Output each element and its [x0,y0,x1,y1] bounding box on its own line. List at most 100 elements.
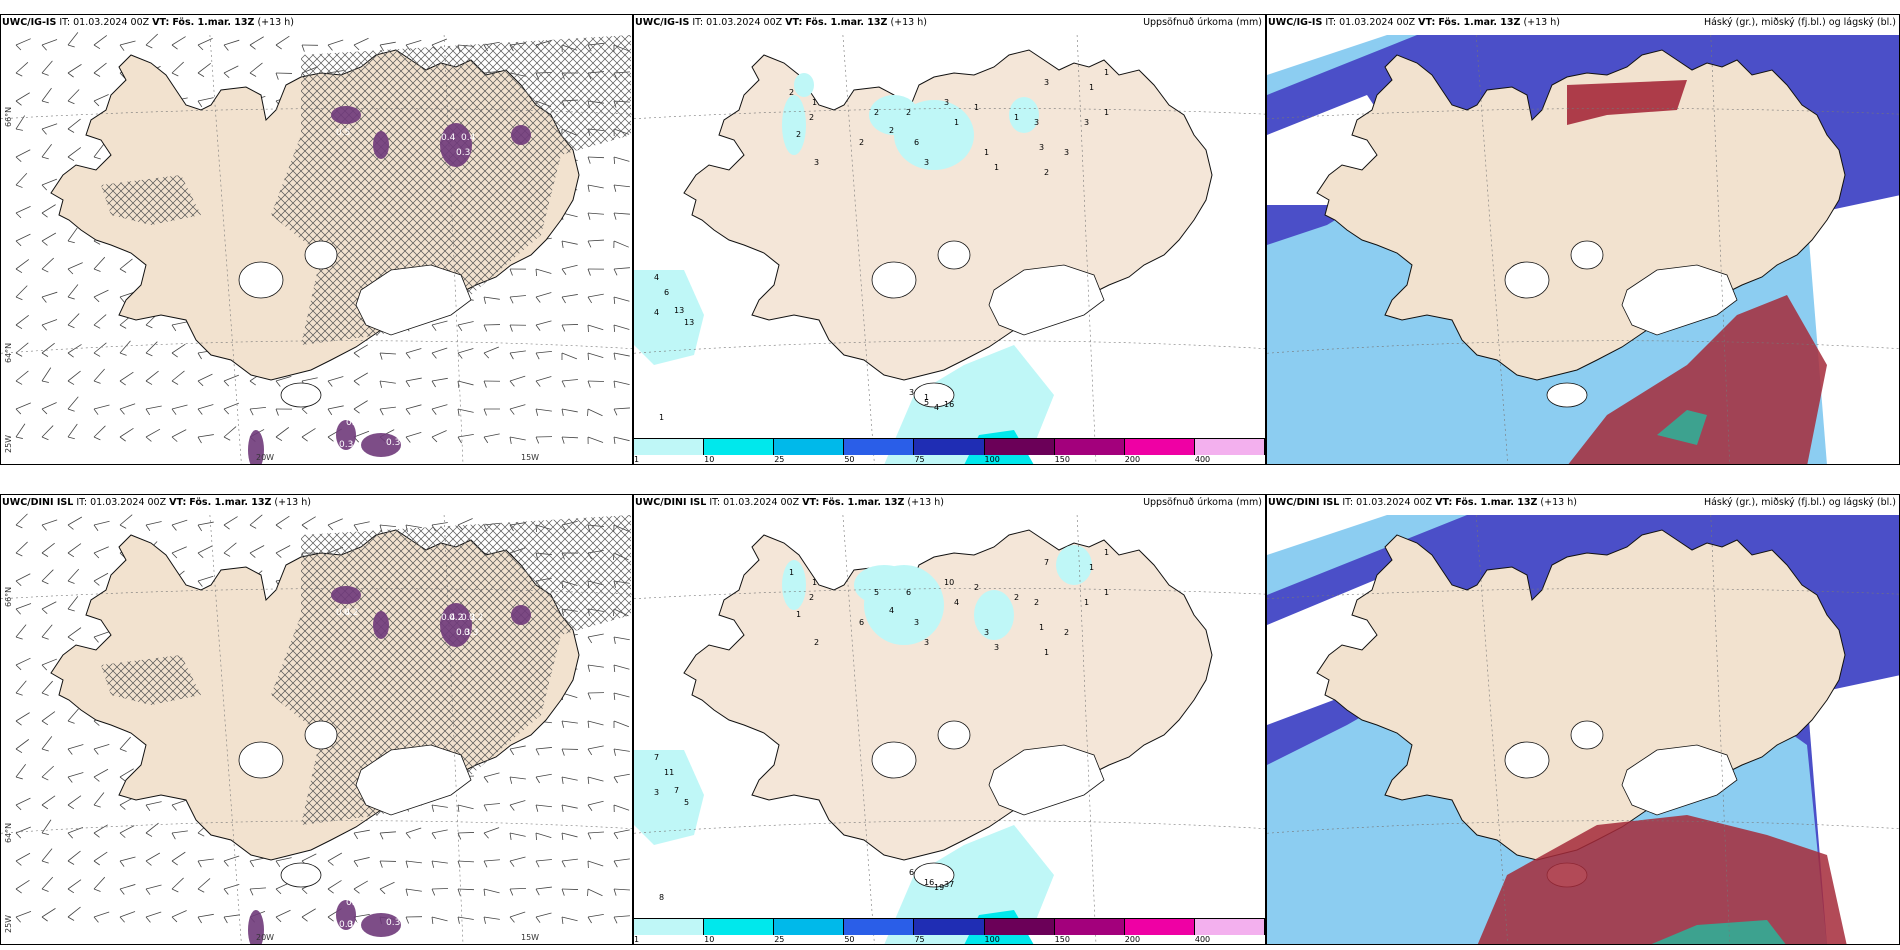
precip-value-label: 2 [814,638,819,647]
precip-value-label: 2 [1064,628,1069,637]
colorbar-segment [1194,439,1265,455]
colorbar-tick-label: 400 [1194,455,1211,464]
wind-value-label: 0.4 [346,898,361,908]
precip-value-label: 1 [1039,623,1044,632]
colorbar-segment [984,439,1055,455]
panel-dini-cloud: UWC/DINI ISL IT: 01.03.2024 00Z VT: Fös.… [1266,494,1900,945]
precip-value-label: 6 [909,868,914,877]
wind-value-label: 0.5 [336,128,350,138]
precip-value-label: 1 [812,98,817,107]
panel-title: UWC/DINI ISL IT: 01.03.2024 00Z VT: Fös.… [635,497,944,508]
wind-value-label: 0.3 [346,418,360,428]
lon-label-15w: 15W [521,933,540,942]
precip-value-label: 7 [1044,558,1049,567]
panel-dini-precip: UWC/DINI ISL IT: 01.03.2024 00Z VT: Fös.… [633,494,1266,945]
colorbar-tick-label: 75 [914,935,925,944]
precip-value-label: 13 [684,318,694,327]
precip-value-label: 3 [924,638,929,647]
precip-value-label: 2 [906,108,911,117]
panel-igis-precip: UWC/IG-IS IT: 01.03.2024 00Z VT: Fös. 1.… [633,14,1266,465]
precip-value-label: 4 [954,598,959,607]
precip-value-label: 1 [1089,83,1094,92]
lat-label-64: 64°N [4,342,13,363]
precip-value-label: 3 [924,158,929,167]
precip-value-label: 3 [814,158,819,167]
precip-value-label: 19 [934,883,944,892]
wind-value-label: 0.3 [386,918,400,928]
precip-value-label: 3 [984,628,989,637]
precip-value-label: 3 [909,388,914,397]
colorbar-segment [634,919,705,935]
precip-value-label: 6 [914,138,919,147]
wind-value-label: 0.4 [461,133,476,143]
colorbar-segment [1124,439,1195,455]
wind-value-label: 0.2 [469,613,483,623]
precip-value-label: 3 [654,788,659,797]
panel-subtitle: Háský (gr.), miðský (fj.bl.) og lágský (… [1703,497,1896,508]
panel-title: UWC/IG-IS IT: 01.03.2024 00Z VT: Fös. 1.… [2,17,294,28]
precip-value-label: 1 [659,413,664,422]
colorbar-tick-label: 400 [1194,935,1211,944]
colorbar-segment [1054,919,1125,935]
colorbar-tick-label: 10 [704,935,715,944]
precip-value-label: 5 [924,398,929,407]
precip-value-label: 5 [874,588,879,597]
panel-subtitle: Háský (gr.), miðský (fj.bl.) og lágský (… [1703,17,1896,28]
precip-value-label: 1 [994,163,999,172]
precip-value-label: 2 [1034,598,1039,607]
precip-value-label: 3 [1034,118,1039,127]
precip-value-label: 3 [1064,148,1069,157]
colorbar-tick-label: 200 [1124,455,1141,464]
colorbar-tick-label: 150 [1054,455,1070,464]
wind-value-label: 0.2 [344,608,358,618]
precip-value-label: 1 [974,103,979,112]
colorbar-tick-label: 100 [984,935,1000,944]
precip-value-label: 3 [1044,78,1049,87]
panel-dini-wind: UWC/DINI ISL IT: 01.03.2024 00Z VT: Fös.… [0,494,633,945]
wind-value-label: 0.2 [449,613,463,623]
wind-value-label: 0.3 [456,628,470,638]
wind-value-label: 0.3 [339,920,353,930]
panel-title: UWC/DINI ISL IT: 01.03.2024 00Z VT: Fös.… [1268,497,1577,508]
wind-value-label: 0.3 [461,613,475,623]
lat-label-25w: 25W [4,914,13,933]
colorbar-segment [774,919,845,935]
precip-value-label: 4 [654,308,659,317]
precip-value-label: 2 [859,138,864,147]
colorbar-segment [704,439,775,455]
precip-value-label: 1 [984,148,989,157]
precip-value-label: 2 [974,583,979,592]
panel-title: UWC/IG-IS IT: 01.03.2024 00Z VT: Fös. 1.… [1268,17,1560,28]
wind-value-label: 0.4 [441,133,456,143]
wind-map: 0.4 0.40.30.50.30.30.40.3 [1,32,632,464]
precip-value-label: 1 [924,393,929,402]
wind-value-label: 0.4 [326,448,341,458]
colorbar-segment [844,439,915,455]
wind-value-label: 0.3 [464,628,478,638]
colorbar-tick-label: 1 [634,935,640,944]
colorbar-segment [634,439,705,455]
lat-label-66: 66°N [4,106,13,127]
precip-value-label: 3 [914,618,919,627]
lat-label-25w: 25W [4,434,13,453]
precip-value-label: 37 [944,880,954,889]
precip-value-label: 13 [674,306,684,315]
precip-value-label: 2 [1014,593,1019,602]
wind-value-label: 0.5 [354,898,368,908]
precip-value-label: 2 [809,593,814,602]
precip-value-label: 1 [789,568,794,577]
precip-value-label: 1 [812,578,817,587]
precip-value-label: 2 [874,108,879,117]
wind-value-label: 0.5 [326,928,340,938]
colorbar-tick-label: 50 [844,935,855,944]
colorbar-segment [914,919,985,935]
colorbar-tick-label: 150 [1054,935,1070,944]
precip-value-label: 1 [954,118,959,127]
lat-label-64: 64°N [4,822,13,843]
lon-label-15w: 15W [521,453,540,462]
colorbar-segment [914,439,985,455]
precip-value-label: 2 [789,88,794,97]
precip-value-label: 1 [1104,68,1109,77]
precip-value-label: 5 [684,798,689,807]
precip-value-label: 16 [944,400,954,409]
